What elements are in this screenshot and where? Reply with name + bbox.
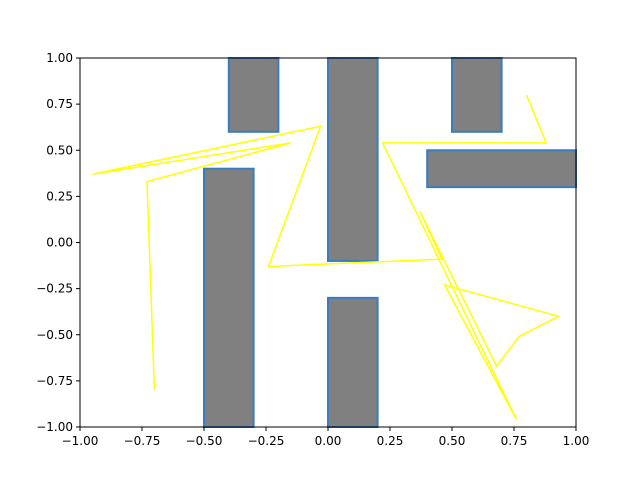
y-tick-label: −0.75 [36, 374, 73, 388]
obstacle-rect-1 [203, 167, 255, 428]
y-tick-label: 0.00 [46, 236, 73, 250]
path-layer [92, 94, 561, 420]
y-tick-label: 0.25 [46, 189, 73, 203]
y-tick-label: −0.25 [36, 282, 73, 296]
y-tick-label: 0.50 [46, 143, 73, 157]
y-tick-label: 0.75 [46, 97, 73, 111]
obstacle-rect-2 [327, 57, 379, 262]
obstacle-rect-5 [426, 149, 578, 189]
x-tick-label: −0.75 [124, 434, 161, 448]
y-axis: −1.00 −0.75 −0.50 −0.25 0.00 0.25 0.50 0.75 1.00 [36, 51, 80, 434]
x-tick-label: 0.50 [439, 434, 466, 448]
x-axis: −1.00 −0.75 −0.50 −0.25 0.00 0.25 0.50 0.75 1.00 [62, 427, 590, 448]
x-tick-label: −1.00 [62, 434, 99, 448]
path-line [92, 94, 561, 420]
x-tick-label: −0.25 [248, 434, 285, 448]
y-tick-label: −1.00 [36, 420, 73, 434]
x-tick-label: 1.00 [563, 434, 590, 448]
obstacle-rect-4 [451, 57, 503, 133]
x-tick-label: 0.75 [501, 434, 528, 448]
y-tick-label: −0.50 [36, 328, 73, 342]
x-tick-label: 0.00 [315, 434, 342, 448]
obstacle-rect-0 [227, 57, 280, 133]
obstacle-rect-3 [327, 296, 379, 428]
x-tick-label: 0.25 [377, 434, 404, 448]
y-tick-label: 1.00 [46, 51, 73, 65]
x-tick-label: −0.50 [186, 434, 223, 448]
